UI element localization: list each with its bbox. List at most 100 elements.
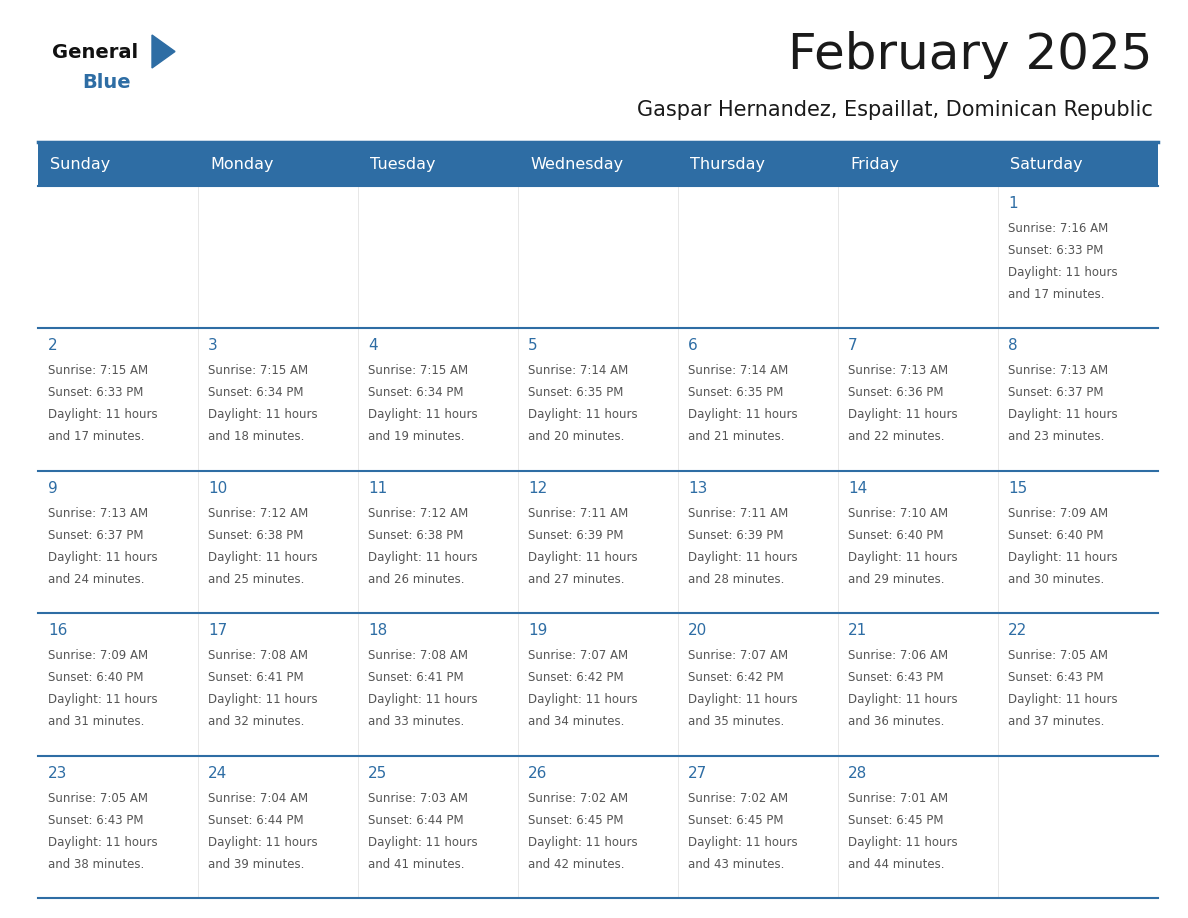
- Text: Daylight: 11 hours: Daylight: 11 hours: [688, 551, 797, 564]
- Bar: [838, 756, 998, 898]
- Text: and 31 minutes.: and 31 minutes.: [48, 715, 145, 728]
- Text: Sunrise: 7:15 AM: Sunrise: 7:15 AM: [48, 364, 148, 377]
- Text: Sunset: 6:35 PM: Sunset: 6:35 PM: [527, 386, 624, 399]
- Bar: [678, 186, 838, 329]
- Text: Sunrise: 7:12 AM: Sunrise: 7:12 AM: [208, 507, 308, 520]
- Text: Sunset: 6:36 PM: Sunset: 6:36 PM: [848, 386, 943, 399]
- Text: Daylight: 11 hours: Daylight: 11 hours: [688, 409, 797, 421]
- Text: Sunset: 6:33 PM: Sunset: 6:33 PM: [48, 386, 144, 399]
- Text: Sunrise: 7:08 AM: Sunrise: 7:08 AM: [208, 649, 308, 662]
- Text: Sunrise: 7:05 AM: Sunrise: 7:05 AM: [1007, 649, 1108, 662]
- Bar: [678, 756, 838, 898]
- Text: and 37 minutes.: and 37 minutes.: [1007, 715, 1105, 728]
- Text: Sunrise: 7:02 AM: Sunrise: 7:02 AM: [688, 791, 788, 804]
- Text: Sunset: 6:37 PM: Sunset: 6:37 PM: [48, 529, 144, 542]
- Text: Daylight: 11 hours: Daylight: 11 hours: [368, 551, 478, 564]
- Bar: [838, 613, 998, 756]
- Bar: [518, 756, 678, 898]
- Text: Sunrise: 7:14 AM: Sunrise: 7:14 AM: [527, 364, 628, 377]
- Text: Sunset: 6:38 PM: Sunset: 6:38 PM: [208, 529, 303, 542]
- Text: Sunset: 6:43 PM: Sunset: 6:43 PM: [848, 671, 943, 684]
- Text: and 39 minutes.: and 39 minutes.: [208, 857, 304, 870]
- Text: Daylight: 11 hours: Daylight: 11 hours: [688, 835, 797, 848]
- Bar: [838, 186, 998, 329]
- Text: Sunset: 6:38 PM: Sunset: 6:38 PM: [368, 529, 463, 542]
- Text: Daylight: 11 hours: Daylight: 11 hours: [1007, 551, 1118, 564]
- Text: Sunset: 6:39 PM: Sunset: 6:39 PM: [527, 529, 624, 542]
- Text: and 19 minutes.: and 19 minutes.: [368, 431, 465, 443]
- Text: Daylight: 11 hours: Daylight: 11 hours: [48, 835, 158, 848]
- Text: Sunset: 6:43 PM: Sunset: 6:43 PM: [1007, 671, 1104, 684]
- Text: Blue: Blue: [82, 73, 131, 92]
- Text: Sunrise: 7:13 AM: Sunrise: 7:13 AM: [48, 507, 148, 520]
- Text: and 17 minutes.: and 17 minutes.: [1007, 288, 1105, 301]
- Bar: [518, 471, 678, 613]
- Text: Daylight: 11 hours: Daylight: 11 hours: [527, 835, 638, 848]
- Text: Daylight: 11 hours: Daylight: 11 hours: [48, 551, 158, 564]
- Text: 9: 9: [48, 481, 58, 496]
- Bar: [358, 613, 518, 756]
- Bar: [38, 186, 198, 329]
- Text: 19: 19: [527, 623, 548, 638]
- Bar: [38, 142, 1158, 186]
- Text: Daylight: 11 hours: Daylight: 11 hours: [848, 409, 958, 421]
- Text: 15: 15: [1007, 481, 1028, 496]
- Text: Daylight: 11 hours: Daylight: 11 hours: [1007, 693, 1118, 706]
- Text: Sunset: 6:41 PM: Sunset: 6:41 PM: [368, 671, 463, 684]
- Text: Daylight: 11 hours: Daylight: 11 hours: [848, 551, 958, 564]
- Text: Daylight: 11 hours: Daylight: 11 hours: [848, 693, 958, 706]
- Text: Sunset: 6:40 PM: Sunset: 6:40 PM: [48, 671, 144, 684]
- Text: and 41 minutes.: and 41 minutes.: [368, 857, 465, 870]
- Bar: [38, 613, 198, 756]
- Bar: [198, 186, 358, 329]
- Text: Sunset: 6:45 PM: Sunset: 6:45 PM: [688, 813, 784, 826]
- Text: Daylight: 11 hours: Daylight: 11 hours: [1007, 409, 1118, 421]
- Text: 7: 7: [848, 339, 858, 353]
- Text: Daylight: 11 hours: Daylight: 11 hours: [208, 551, 317, 564]
- Text: Sunday: Sunday: [50, 156, 110, 172]
- Bar: [38, 329, 198, 471]
- Text: Sunset: 6:43 PM: Sunset: 6:43 PM: [48, 813, 144, 826]
- Text: and 20 minutes.: and 20 minutes.: [527, 431, 625, 443]
- Text: Sunset: 6:44 PM: Sunset: 6:44 PM: [368, 813, 463, 826]
- Text: Sunset: 6:45 PM: Sunset: 6:45 PM: [527, 813, 624, 826]
- Text: 21: 21: [848, 623, 867, 638]
- Text: 2: 2: [48, 339, 58, 353]
- Text: Daylight: 11 hours: Daylight: 11 hours: [527, 409, 638, 421]
- Text: and 22 minutes.: and 22 minutes.: [848, 431, 944, 443]
- Bar: [38, 756, 198, 898]
- Text: Sunrise: 7:11 AM: Sunrise: 7:11 AM: [688, 507, 789, 520]
- Polygon shape: [152, 35, 175, 68]
- Bar: [678, 613, 838, 756]
- Text: Daylight: 11 hours: Daylight: 11 hours: [848, 835, 958, 848]
- Text: Sunset: 6:34 PM: Sunset: 6:34 PM: [208, 386, 303, 399]
- Bar: [518, 186, 678, 329]
- Text: Sunrise: 7:15 AM: Sunrise: 7:15 AM: [368, 364, 468, 377]
- Text: 3: 3: [208, 339, 217, 353]
- Text: 25: 25: [368, 766, 387, 780]
- Text: Sunrise: 7:11 AM: Sunrise: 7:11 AM: [527, 507, 628, 520]
- Text: 14: 14: [848, 481, 867, 496]
- Text: Sunrise: 7:04 AM: Sunrise: 7:04 AM: [208, 791, 308, 804]
- Text: Sunrise: 7:16 AM: Sunrise: 7:16 AM: [1007, 222, 1108, 235]
- Text: Sunrise: 7:14 AM: Sunrise: 7:14 AM: [688, 364, 789, 377]
- Text: Wednesday: Wednesday: [530, 156, 624, 172]
- Text: 10: 10: [208, 481, 227, 496]
- Text: General: General: [52, 42, 138, 62]
- Text: Daylight: 11 hours: Daylight: 11 hours: [688, 693, 797, 706]
- Text: and 35 minutes.: and 35 minutes.: [688, 715, 784, 728]
- Text: 28: 28: [848, 766, 867, 780]
- Text: 20: 20: [688, 623, 707, 638]
- Text: Daylight: 11 hours: Daylight: 11 hours: [368, 835, 478, 848]
- Bar: [998, 186, 1158, 329]
- Text: Sunset: 6:33 PM: Sunset: 6:33 PM: [1007, 244, 1104, 257]
- Text: 11: 11: [368, 481, 387, 496]
- Bar: [198, 471, 358, 613]
- Bar: [358, 329, 518, 471]
- Text: and 32 minutes.: and 32 minutes.: [208, 715, 304, 728]
- Text: and 23 minutes.: and 23 minutes.: [1007, 431, 1105, 443]
- Text: and 33 minutes.: and 33 minutes.: [368, 715, 465, 728]
- Text: Sunrise: 7:06 AM: Sunrise: 7:06 AM: [848, 649, 948, 662]
- Text: and 25 minutes.: and 25 minutes.: [208, 573, 304, 586]
- Text: 17: 17: [208, 623, 227, 638]
